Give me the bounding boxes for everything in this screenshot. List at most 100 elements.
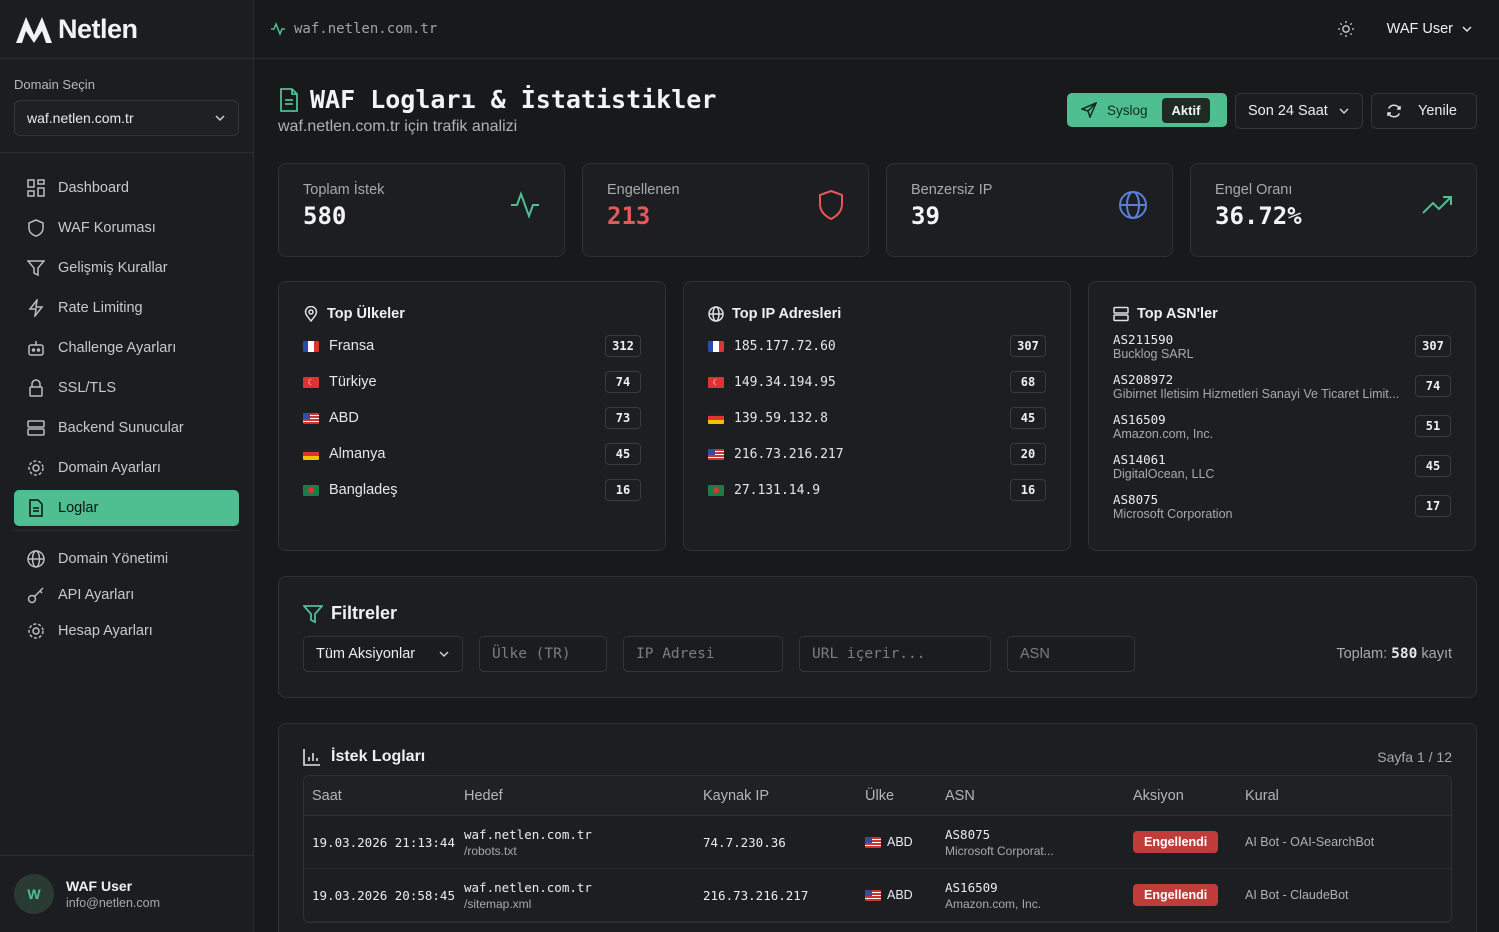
- chevron-down-icon: [1462, 26, 1472, 33]
- column-header-time[interactable]: Saat: [312, 787, 342, 804]
- card-title: Top Ülkeler: [303, 306, 641, 322]
- sidebar-item-rate-limiting[interactable]: Rate Limiting: [14, 290, 239, 326]
- column-header-target[interactable]: Hedef: [464, 787, 503, 804]
- domain-selector-section: Domain Seçin waf.netlen.com.tr: [0, 59, 253, 153]
- list-item[interactable]: ☾ Türkiye 74: [303, 364, 641, 400]
- flag-bd-icon: [303, 484, 319, 496]
- asn-org: Bucklog SARL: [1113, 346, 1194, 361]
- sidebar-item-label: Dashboard: [58, 180, 129, 196]
- sidebar-item-label: Domain Yönetimi: [58, 551, 169, 567]
- logs-title-text: İstek Logları: [331, 748, 426, 765]
- sidebar-item-label: Rate Limiting: [58, 300, 143, 316]
- asn-org: Amazon.com, Inc.: [945, 896, 1042, 911]
- list-item[interactable]: AS211590 Bucklog SARL 307: [1113, 326, 1451, 366]
- count-badge: 45: [1010, 407, 1046, 429]
- list-item[interactable]: AS208972 Gibirnet Iletisim Hizmetleri San…: [1113, 366, 1451, 406]
- column-header-country[interactable]: Ülke: [865, 787, 895, 804]
- sidebar-item-domain-management[interactable]: Domain Yönetimi: [14, 543, 239, 575]
- page-header: WAF Logları & İstatistikler waf.netlen.c…: [278, 59, 1477, 163]
- table-row[interactable]: 19.03.2026 21:13:44 waf.netlen.com.tr /r…: [304, 816, 1451, 869]
- time-range-select[interactable]: Son 24 Saat: [1235, 93, 1363, 129]
- list-item[interactable]: ABD 73: [303, 400, 641, 436]
- bolt-icon: [26, 298, 46, 318]
- sidebar: Netlen Domain Seçin waf.netlen.com.tr Da…: [0, 0, 254, 932]
- theme-toggle-sun-icon[interactable]: [1337, 20, 1355, 38]
- cell-asn: AS8075 Microsoft Corporat...: [945, 827, 1133, 858]
- chevron-down-icon: [1339, 108, 1349, 115]
- list-item[interactable]: 216.73.216.217 20: [708, 436, 1046, 472]
- count-badge: 16: [1010, 479, 1046, 501]
- sidebar-nav-secondary: Domain Yönetimi API Ayarları Hesap Ayarl…: [14, 543, 239, 647]
- cell-target: waf.netlen.com.tr /sitemap.xml: [464, 880, 703, 911]
- list-item[interactable]: 185.177.72.60 307: [708, 328, 1046, 364]
- total-records: Toplam: 580 kayıt: [1336, 646, 1452, 662]
- user-menu[interactable]: WAF User: [1387, 21, 1473, 37]
- column-header-source-ip[interactable]: Kaynak IP: [703, 787, 770, 804]
- country-name: Bangladeş: [329, 482, 398, 498]
- country-name: ABD: [887, 888, 913, 902]
- list-item[interactable]: 27.131.14.9 16: [708, 472, 1046, 508]
- country-name: ABD: [887, 835, 913, 849]
- asn-number: AS208972: [1113, 371, 1174, 387]
- action-filter-select[interactable]: Tüm Aksiyonlar: [303, 636, 463, 672]
- grid-icon: [26, 178, 46, 198]
- chevron-down-icon: [215, 115, 225, 122]
- sidebar-item-dashboard[interactable]: Dashboard: [14, 170, 239, 206]
- column-header-rule[interactable]: Kural: [1245, 787, 1279, 804]
- table-row[interactable]: 19.03.2026 20:58:45 waf.netlen.com.tr /s…: [304, 869, 1451, 922]
- flag-us-icon: [865, 836, 881, 848]
- filter-icon: [303, 604, 323, 623]
- list-item[interactable]: Almanya 45: [303, 436, 641, 472]
- asn-number: AS14061: [1113, 451, 1166, 467]
- list-item[interactable]: AS16509 Amazon.com, Inc. 51: [1113, 406, 1451, 446]
- flag-tr-icon: ☾: [303, 376, 319, 388]
- list-item[interactable]: AS14061 DigitalOcean, LLC 45: [1113, 446, 1451, 486]
- ip-filter-input[interactable]: IP Adresi: [623, 636, 783, 672]
- cell-asn: AS16509 Amazon.com, Inc.: [945, 880, 1133, 911]
- sidebar-item-ssl[interactable]: SSL/TLS: [14, 370, 239, 406]
- list-item[interactable]: ☾ 149.34.194.95 68: [708, 364, 1046, 400]
- column-header-action[interactable]: Aksiyon: [1133, 787, 1184, 804]
- stat-label: Engellenen: [607, 182, 680, 198]
- refresh-button[interactable]: Yenile: [1371, 93, 1477, 129]
- cell-country: ABD: [865, 835, 945, 849]
- url-filter-input[interactable]: URL içerir...: [799, 636, 991, 672]
- count-badge: 74: [605, 371, 641, 393]
- main-content: WAF Logları & İstatistikler waf.netlen.c…: [278, 59, 1477, 932]
- sidebar-item-label: SSL/TLS: [58, 380, 117, 396]
- top-countries-card: Top Ülkeler Fransa 312 ☾ Türkiye 74 ABD …: [278, 281, 666, 551]
- sidebar-user[interactable]: W WAF User info@netlen.com: [0, 855, 253, 932]
- list-item[interactable]: 139.59.132.8 45: [708, 400, 1046, 436]
- country-name: ABD: [329, 410, 359, 426]
- asn-number: AS211590: [1113, 331, 1174, 347]
- domain-select-value: waf.netlen.com.tr: [27, 110, 134, 126]
- sidebar-item-advanced-rules[interactable]: Gelişmiş Kurallar: [14, 250, 239, 286]
- stat-value: 213: [607, 202, 651, 230]
- filters-card: Filtreler Tüm Aksiyonlar Ülke (TR) IP Ad…: [278, 576, 1477, 698]
- cell-country: ABD: [865, 888, 945, 902]
- syslog-button[interactable]: Syslog Aktif: [1067, 93, 1227, 127]
- sidebar-item-waf[interactable]: WAF Koruması: [14, 210, 239, 246]
- list-item[interactable]: AS8075 Microsoft Corporation 17: [1113, 486, 1451, 526]
- sidebar-item-challenge[interactable]: Challenge Ayarları: [14, 330, 239, 366]
- country-filter-input[interactable]: Ülke (TR): [479, 636, 607, 672]
- target-host: waf.netlen.com.tr: [464, 879, 592, 895]
- logo[interactable]: Netlen: [0, 0, 253, 59]
- domain-select[interactable]: waf.netlen.com.tr: [14, 100, 239, 136]
- country-name: Türkiye: [329, 374, 377, 390]
- gear-icon: [26, 458, 46, 478]
- list-item[interactable]: Bangladeş 16: [303, 472, 641, 508]
- total-prefix: Toplam:: [1336, 646, 1388, 662]
- asn-filter-input[interactable]: ASN: [1007, 636, 1135, 672]
- sidebar-item-backend[interactable]: Backend Sunucular: [14, 410, 239, 446]
- column-header-asn[interactable]: ASN: [945, 787, 975, 804]
- count-badge: 45: [1415, 455, 1451, 477]
- flag-bd-icon: [708, 484, 724, 496]
- sidebar-item-api[interactable]: API Ayarları: [14, 579, 239, 611]
- list-item[interactable]: Fransa 312: [303, 328, 641, 364]
- key-icon: [26, 585, 46, 605]
- sidebar-item-account[interactable]: Hesap Ayarları: [14, 615, 239, 647]
- sidebar-item-domain-settings[interactable]: Domain Ayarları: [14, 450, 239, 486]
- netlen-logo-icon: [16, 17, 52, 43]
- sidebar-item-logs[interactable]: Loglar: [14, 490, 239, 526]
